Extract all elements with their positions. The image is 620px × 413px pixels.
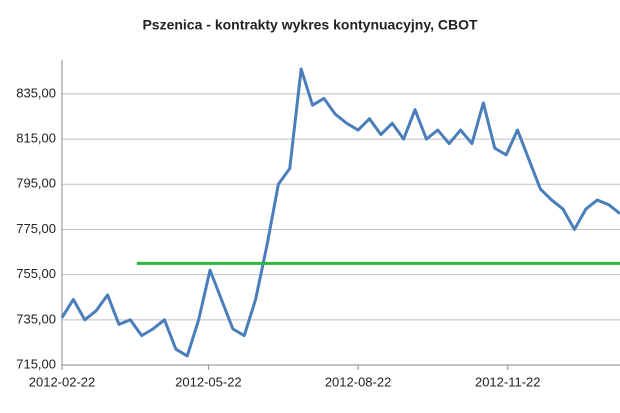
y-tick-label: 715,00 [16, 356, 56, 371]
chart-title: Pszenica - kontrakty wykres kontynuacyjn… [142, 17, 478, 33]
y-tick-label: 815,00 [16, 131, 56, 146]
y-tick-label: 755,00 [16, 266, 56, 281]
x-tick-label: 2012-02-22 [29, 374, 96, 389]
x-tick-label: 2012-11-22 [475, 374, 541, 389]
y-tick-label: 735,00 [16, 311, 56, 326]
data-line [60, 67, 620, 358]
y-tick-label: 835,00 [16, 85, 56, 100]
x-tick-label: 2012-08-22 [325, 374, 392, 389]
x-tick-label: 2012-05-22 [175, 374, 242, 389]
y-tick-label: 795,00 [16, 176, 56, 191]
y-tick-label: 775,00 [16, 221, 56, 236]
